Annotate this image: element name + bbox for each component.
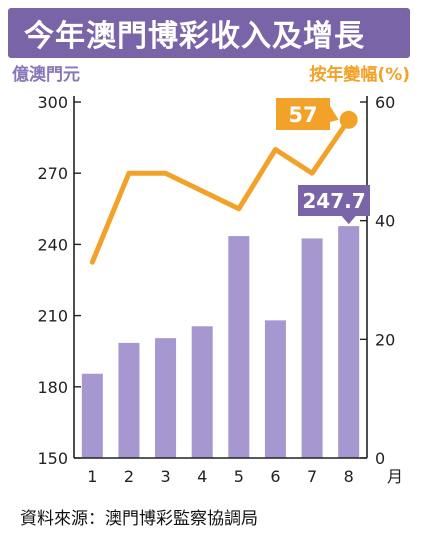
left-tick-label-180: 180 [37,378,68,397]
title-bar: 今年澳門博彩收入及增長 [8,8,410,58]
x-tick-label-5: 5 [234,467,244,486]
callout-bar-text: 247.7 [302,189,365,213]
x-tick-label-3: 3 [160,467,170,486]
line-end-point [339,110,358,129]
bar-month-8 [338,226,360,458]
callout-line-pointer [330,106,339,122]
change-line [89,117,352,265]
x-tick-label-8: 8 [344,467,354,486]
x-tick-label-7: 7 [307,467,317,486]
right-tick-label-0: 0 [375,449,385,468]
left-tick-label-240: 240 [37,235,68,254]
left-tick-label-150: 150 [37,449,68,468]
bar-month-3 [155,338,177,458]
left-tick-label-210: 210 [37,307,68,326]
x-tick-label-4: 4 [197,467,207,486]
x-axis-unit: 月 [387,467,403,486]
right-tick-label-40: 40 [375,212,395,231]
x-tick-label-2: 2 [124,467,134,486]
bar-month-6 [264,320,286,458]
left-axis-label: 億澳門元 [12,64,80,85]
bar-month-4 [191,326,213,458]
left-tick-label-300: 300 [37,93,68,112]
bar-month-5 [228,236,250,458]
left-tick-label-270: 270 [37,164,68,183]
source-note: 資料來源：澳門博彩監察協調局 [20,509,258,529]
right-tick-label-20: 20 [375,330,395,349]
bar-month-7 [301,238,323,458]
bar-month-1 [81,373,103,458]
callout-bar-box [298,185,370,216]
right-tick-label-60: 60 [375,93,395,112]
callout-line-box [276,98,330,130]
bar-month-2 [118,342,140,458]
x-tick-label-6: 6 [270,467,280,486]
callout-line-text: 57 [288,103,317,127]
x-tick-label-1: 1 [87,467,97,486]
chart-title: 今年澳門博彩收入及增長 [24,19,365,54]
right-axis-label: 按年變幅(%) [309,64,410,85]
callout-bar-pointer [341,216,356,225]
